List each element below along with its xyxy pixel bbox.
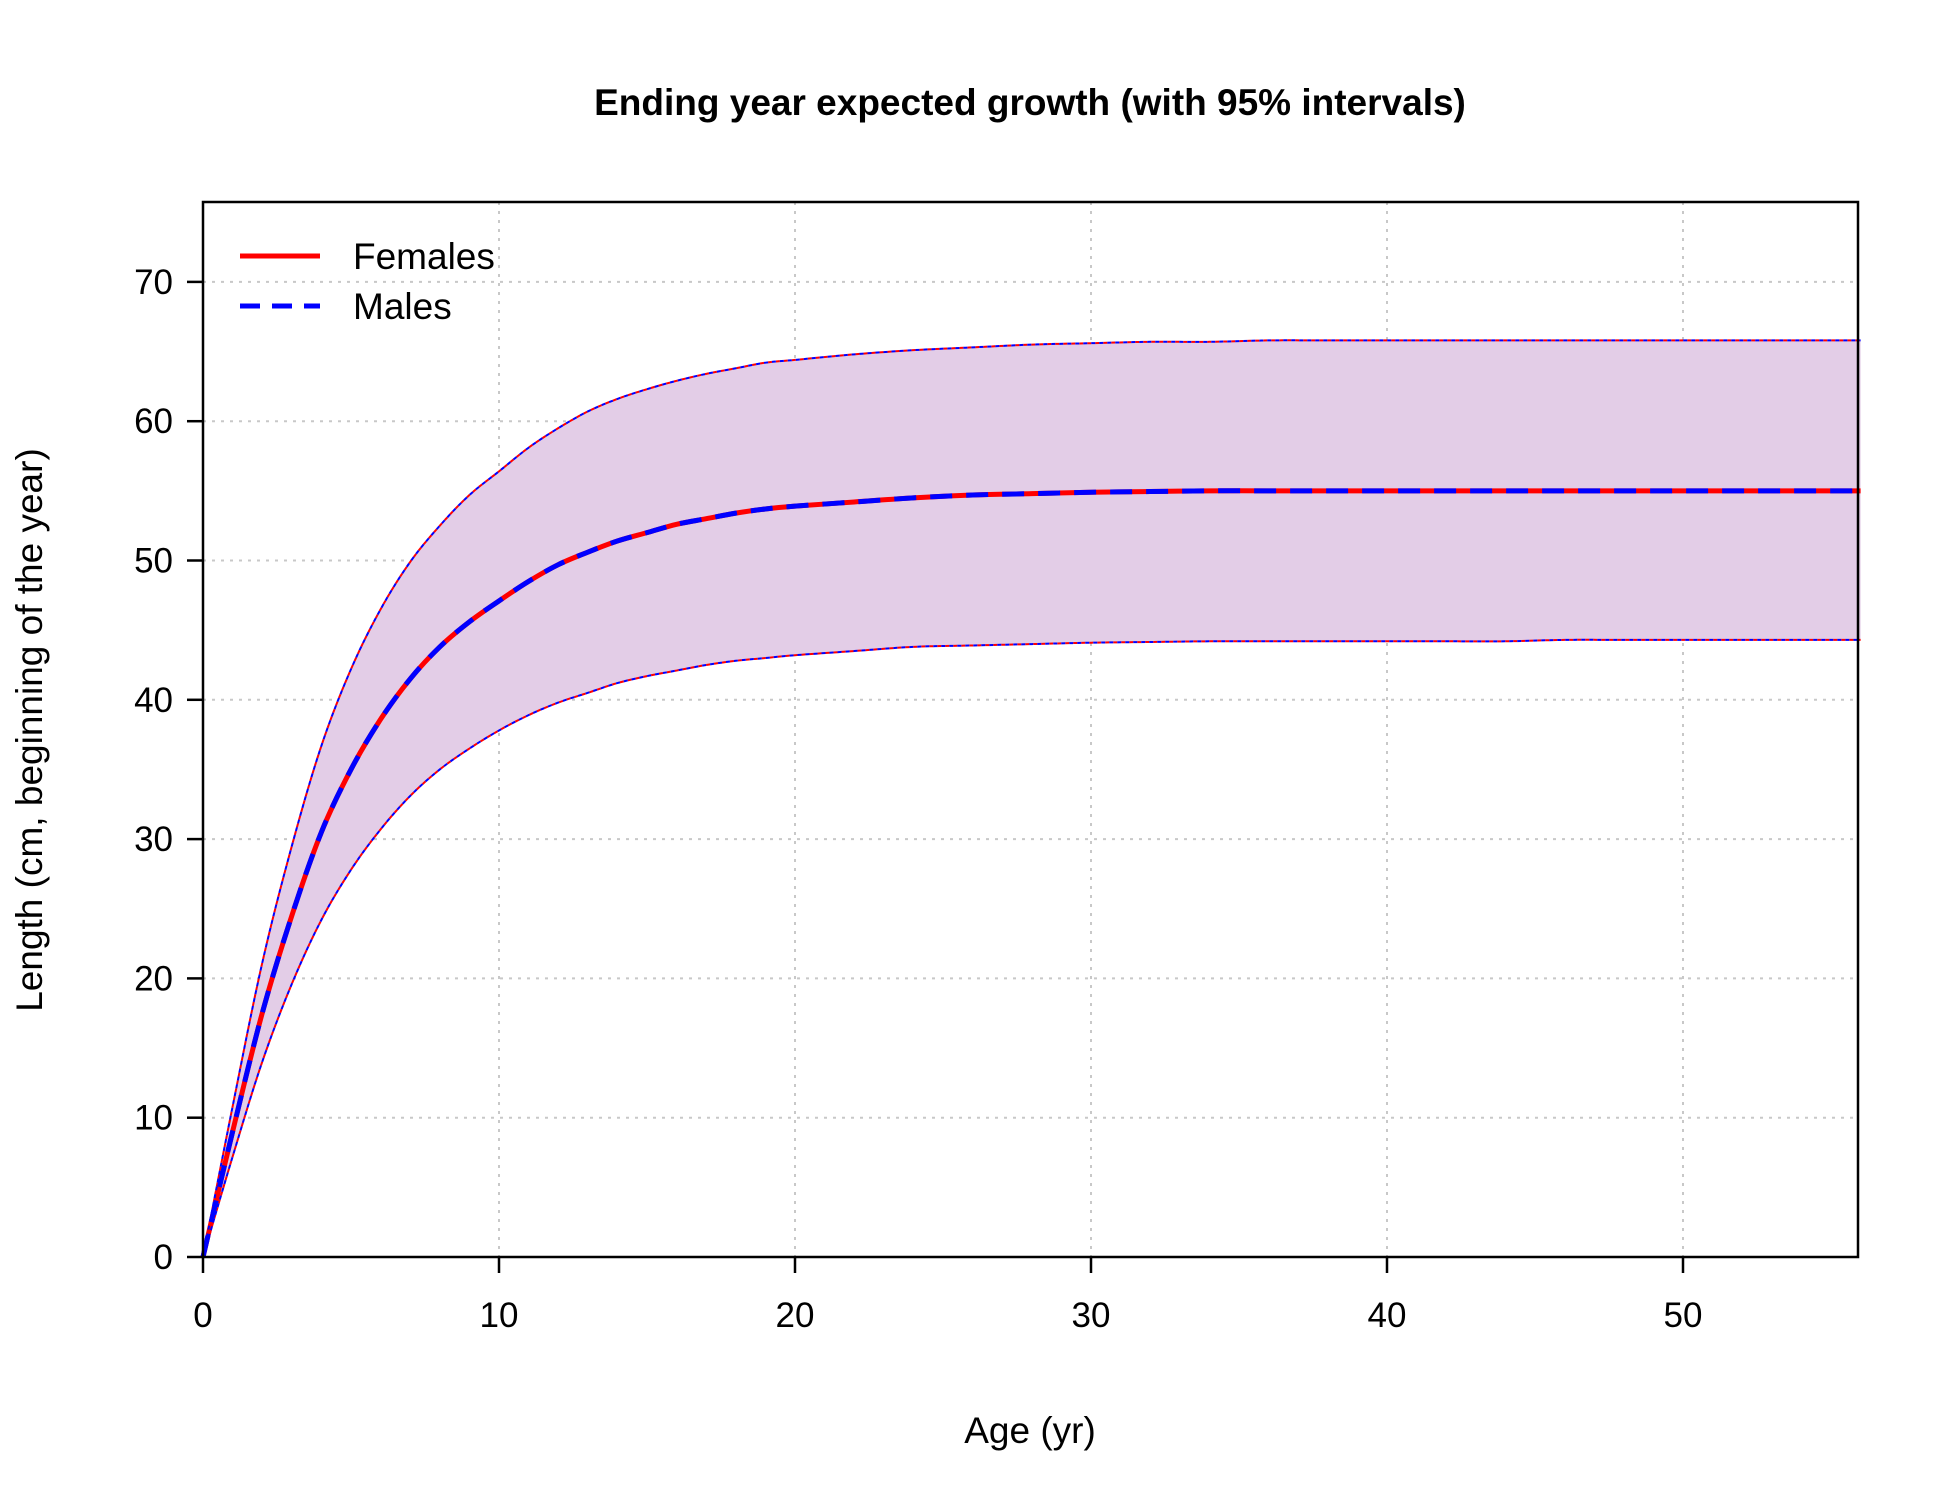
y-tick-label: 70 bbox=[134, 263, 173, 302]
males-line bbox=[200, 488, 1861, 1258]
females-lower-line bbox=[202, 638, 1861, 1258]
y-tick-label: 50 bbox=[134, 542, 173, 581]
x-tick-label: 40 bbox=[1368, 1296, 1407, 1335]
males-lower-line bbox=[202, 638, 1861, 1258]
y-axis-label: Length (cm, beginning of the year) bbox=[9, 448, 50, 1012]
legend-label-males: Males bbox=[353, 286, 452, 327]
y-tick-label: 10 bbox=[134, 1099, 173, 1138]
interval-bands bbox=[203, 340, 1861, 1257]
y-axis: 0 10 20 30 40 50 60 70 bbox=[134, 263, 203, 1277]
y-tick-label: 0 bbox=[154, 1238, 173, 1277]
y-tick-label: 60 bbox=[134, 402, 173, 441]
chart-title: Ending year expected growth (with 95% in… bbox=[594, 82, 1466, 123]
x-tick-label: 0 bbox=[193, 1296, 212, 1335]
plot-frame bbox=[201, 200, 1860, 1259]
y-tick-label: 20 bbox=[134, 959, 173, 998]
x-axis: 0 10 20 30 40 50 bbox=[193, 1257, 1702, 1335]
females-upper-line bbox=[202, 339, 1861, 1258]
interval-band bbox=[203, 340, 1861, 1257]
x-tick-label: 50 bbox=[1664, 1296, 1703, 1335]
legend-label-females: Females bbox=[353, 236, 495, 277]
males-upper-line bbox=[202, 339, 1861, 1258]
x-axis-label: Age (yr) bbox=[964, 1410, 1096, 1451]
x-tick-label: 30 bbox=[1072, 1296, 1111, 1335]
x-tick-label: 10 bbox=[480, 1296, 519, 1335]
x-tick-label: 20 bbox=[776, 1296, 815, 1335]
y-tick-label: 40 bbox=[134, 681, 173, 720]
legend: Females Males bbox=[240, 236, 495, 327]
y-tick-label: 30 bbox=[134, 820, 173, 859]
series-lines bbox=[200, 339, 1861, 1258]
